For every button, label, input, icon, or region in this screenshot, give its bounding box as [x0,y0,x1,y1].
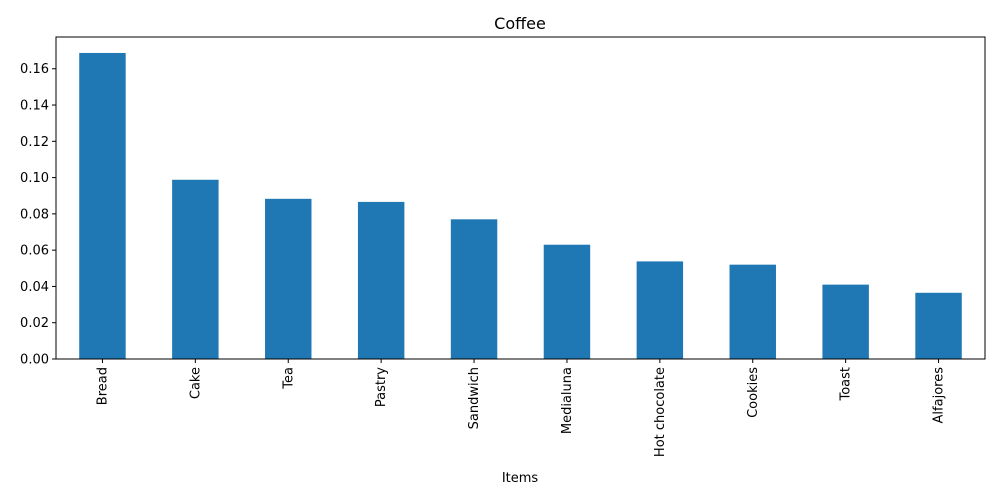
x-tick-label: Tea [281,367,296,390]
x-axis-label: Items [502,471,539,486]
y-tick-label: 0.00 [20,353,49,368]
bar-tea [265,198,312,359]
y-tick-label: 0.16 [20,62,49,77]
y-tick-label: 0.04 [20,280,49,295]
x-tick-label: Sandwich [467,367,482,429]
y-tick-label: 0.06 [20,244,49,259]
x-tick-label: Medialuna [560,367,575,434]
bar-pastry [357,201,405,359]
y-tick-label: 0.14 [20,99,49,114]
chart-title: Coffee [494,14,546,33]
x-tick-label: Alfajores [932,367,947,424]
x-tick-label: Hot chocolate [653,367,668,457]
x-tick-label: Cookies [746,367,761,418]
bar-hot-chocolate [636,261,684,359]
y-tick-label: 0.10 [20,171,49,186]
bar-bread [79,52,126,360]
bar-cake [172,179,219,359]
plot-frame [55,36,986,360]
x-tick-label: Toast [839,367,854,402]
y-tick-label: 0.12 [20,135,49,150]
bar-alfajores [915,292,962,359]
y-tick-label: 0.08 [20,207,49,222]
x-tick-label: Pastry [374,367,389,407]
bar-sandwich [450,219,498,359]
x-axis: Bread Cake Tea Pastry Sandwich Medialuna Hot c… [95,359,947,457]
y-tick-label: 0.02 [20,316,49,331]
bar-medialuna [543,244,591,359]
bars-group [79,52,962,360]
bar-toast [822,284,869,359]
bar-cookies [729,264,776,359]
y-axis: 0.00 0.02 0.04 0.06 0.08 0.10 0.12 0.14 0.16 [20,62,56,368]
x-tick-label: Bread [95,367,110,405]
x-tick-label: Cake [188,367,203,399]
